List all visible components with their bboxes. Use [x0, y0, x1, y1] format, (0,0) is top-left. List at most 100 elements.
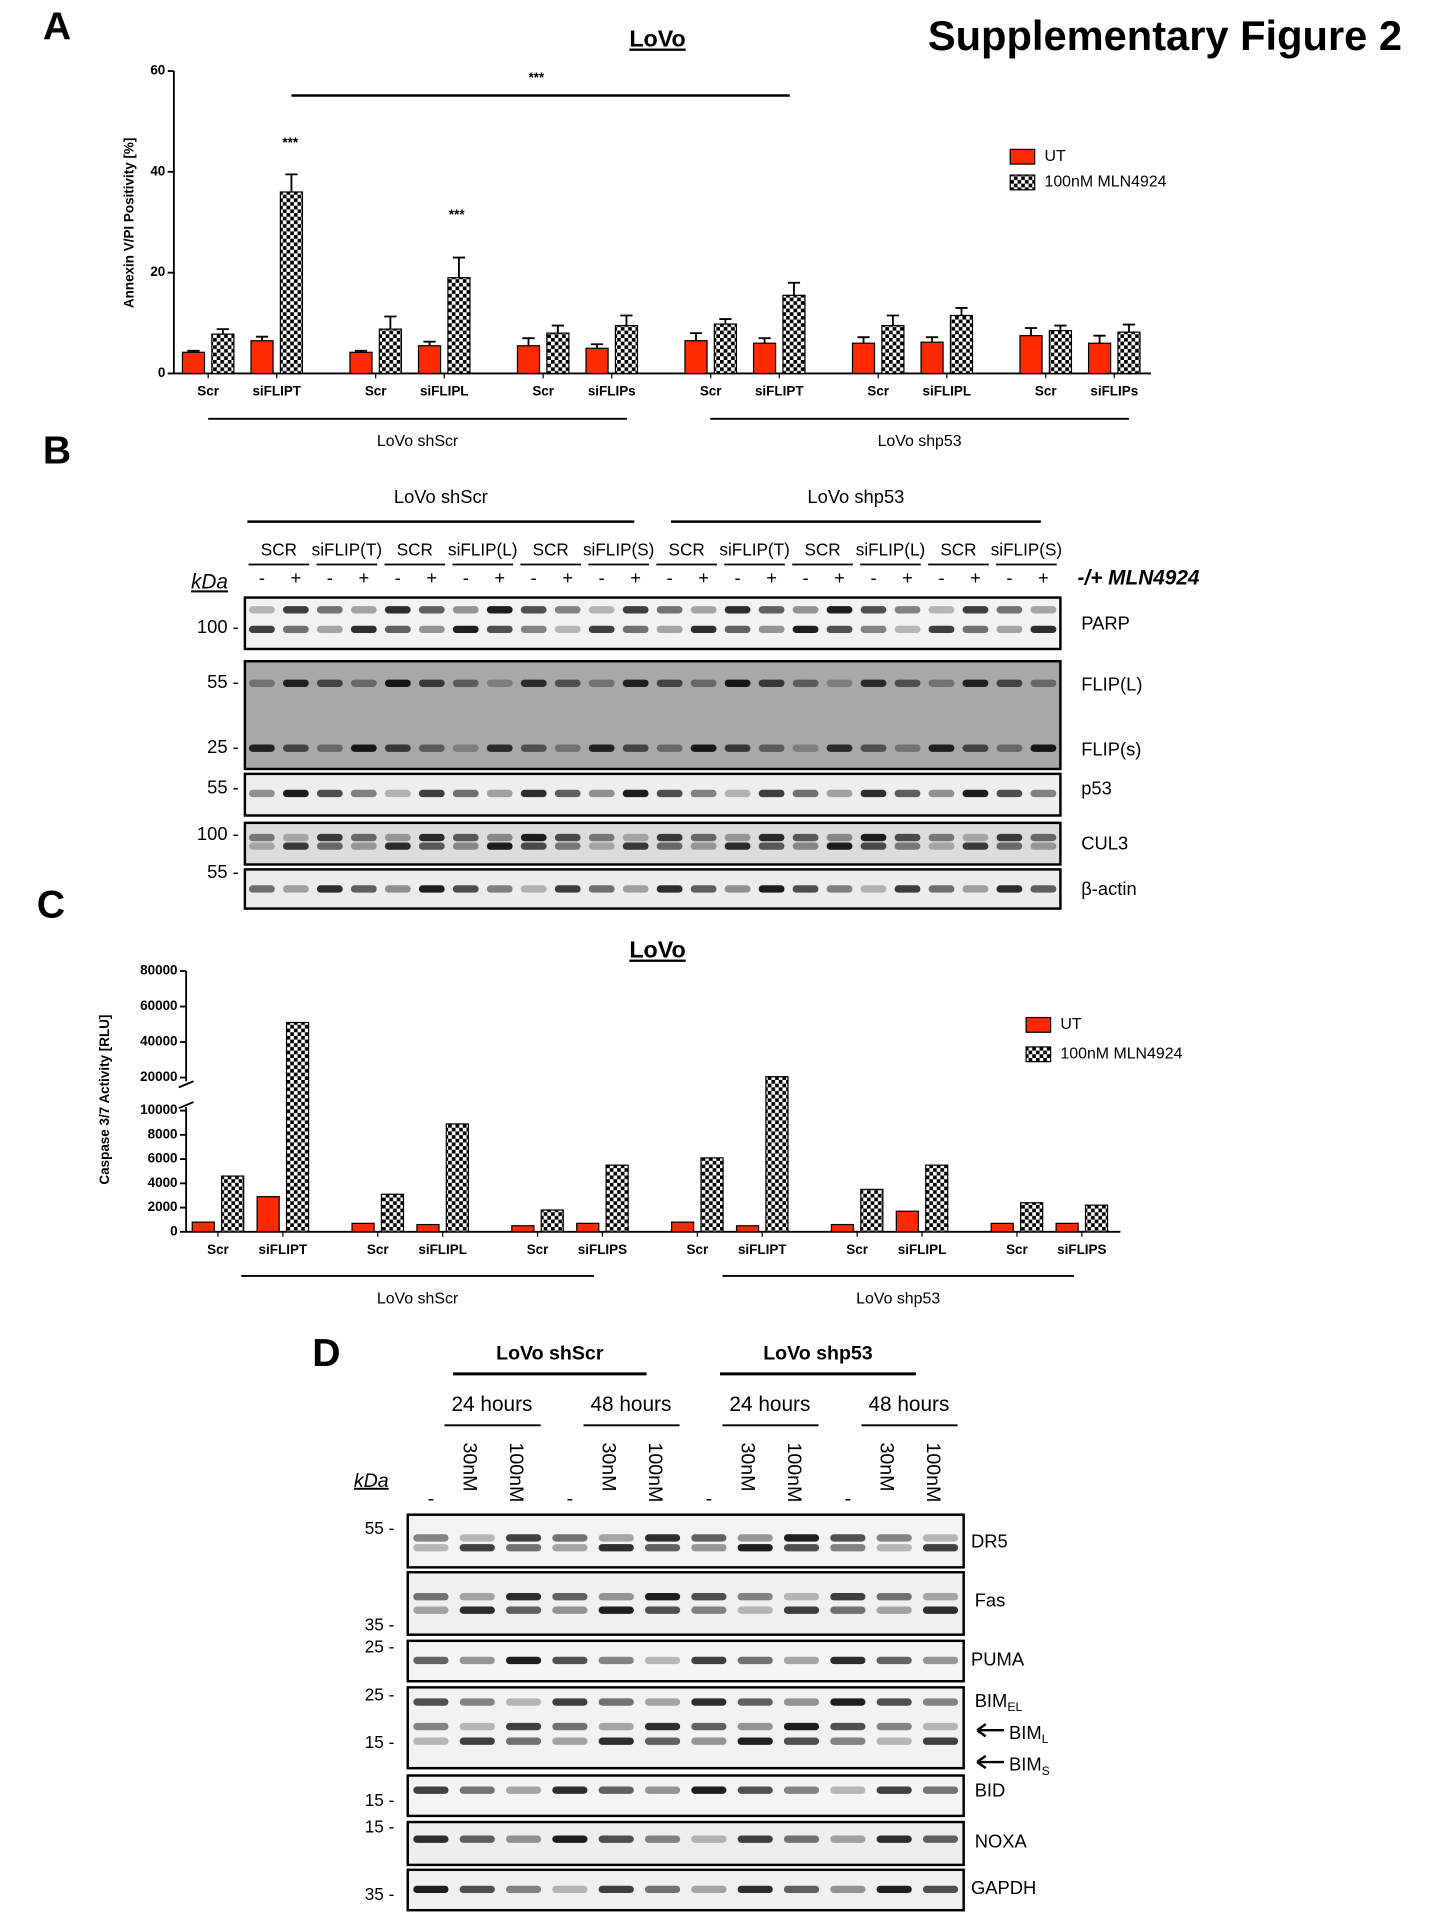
blot-band	[622, 744, 649, 752]
blot-band	[783, 1656, 820, 1665]
blot-band	[737, 1606, 773, 1614]
blot-band	[452, 744, 479, 752]
group-label: LoVo shp53	[856, 1290, 940, 1307]
y-tick-label: 20000	[140, 1069, 177, 1084]
lane-sign: -	[259, 567, 265, 588]
blot-band	[783, 1885, 820, 1894]
protein-label: PUMA	[971, 1648, 1025, 1669]
blot-band	[413, 1737, 449, 1745]
blot-band	[413, 1722, 449, 1731]
blot-band	[830, 1544, 866, 1552]
blot-band	[826, 833, 853, 842]
blot-band	[282, 606, 309, 614]
blot-band	[413, 1835, 449, 1843]
blot-band	[418, 625, 445, 634]
blot-band	[691, 1835, 727, 1843]
blot-band	[644, 1722, 681, 1731]
blot-band	[737, 1786, 773, 1794]
protein-label: DR5	[971, 1531, 1008, 1552]
blot-band	[350, 744, 377, 752]
blot-band	[792, 833, 819, 842]
kda-marker: 100 -	[197, 616, 239, 637]
blot-band	[505, 1534, 542, 1542]
bar	[920, 341, 944, 375]
blot-band	[552, 1593, 588, 1601]
blot-band	[418, 842, 445, 850]
error-bar	[620, 314, 633, 326]
bar	[700, 1157, 724, 1233]
blot-band	[758, 833, 785, 842]
blot-band	[758, 885, 785, 893]
blot-band	[622, 789, 649, 798]
blot-band	[554, 842, 581, 850]
blot-band	[691, 1656, 727, 1665]
blot-band	[922, 1656, 959, 1665]
error-bar	[187, 349, 200, 353]
blot-band	[860, 789, 887, 798]
blot-band	[452, 842, 479, 850]
y-tick-label: 20	[150, 264, 165, 279]
blot-band	[413, 1786, 449, 1794]
blot-band	[282, 833, 309, 842]
blot-band	[644, 1606, 681, 1614]
panel-label: B	[43, 429, 71, 472]
blot-band	[783, 1593, 820, 1601]
blot-band	[876, 1835, 912, 1843]
blot-band	[928, 744, 955, 752]
blot-band	[384, 606, 411, 614]
blot-band	[656, 789, 683, 798]
blot-band	[826, 744, 853, 752]
blot-band	[598, 1885, 634, 1894]
y-axis-label: Caspase 3/7 Activity [RLU]	[97, 1015, 112, 1185]
legend-swatch	[1009, 174, 1036, 191]
error-bar	[955, 307, 968, 316]
protein-label: NOXA	[975, 1831, 1028, 1852]
blot-band	[622, 833, 649, 842]
lane-sign: -	[463, 567, 469, 588]
blot-band	[505, 1885, 542, 1894]
blot-band	[418, 606, 445, 614]
kda-marker: 25 -	[365, 1637, 395, 1657]
blot-band	[691, 1606, 727, 1614]
kda-label: kDa	[354, 1470, 389, 1492]
blot-band	[928, 885, 955, 893]
blot-band	[622, 842, 649, 850]
blot-band	[452, 833, 479, 842]
lane-sign: -	[802, 567, 808, 588]
blot-band	[554, 833, 581, 842]
blot-band	[996, 744, 1023, 752]
blot-band	[644, 1885, 681, 1894]
bar	[990, 1222, 1014, 1233]
blot-band	[459, 1593, 495, 1601]
protein-label: p53	[1081, 778, 1112, 799]
x-tick-label: Scr	[867, 383, 889, 398]
blot-band	[928, 606, 955, 614]
x-tick-label: Scr	[846, 1242, 868, 1257]
lane-group-label: SCR	[940, 540, 976, 560]
group-label: LoVo shp53	[763, 1342, 873, 1364]
bar	[1048, 330, 1073, 375]
blot-band	[691, 1544, 727, 1552]
blot-band	[644, 1737, 681, 1745]
blot-band	[413, 1544, 449, 1552]
blot-band	[644, 1656, 681, 1665]
arrow	[976, 1754, 1005, 1770]
bar	[1055, 1222, 1079, 1233]
kda-marker: 55 -	[365, 1518, 395, 1538]
error-bar	[1054, 324, 1067, 331]
blot-band	[505, 1722, 542, 1731]
error-bar	[285, 173, 298, 193]
blot-panel	[406, 1513, 965, 1569]
blot-band	[656, 833, 683, 842]
blot-band	[691, 1722, 727, 1731]
blot-band	[996, 833, 1023, 842]
blot-band	[505, 1835, 542, 1843]
blot-band	[552, 1786, 588, 1794]
blot-band	[588, 744, 615, 752]
blot-band	[830, 1835, 866, 1843]
blot-band	[724, 833, 751, 842]
blot-band	[962, 885, 989, 893]
blot-band	[962, 842, 989, 850]
blot-band	[830, 1885, 866, 1894]
blot-panel	[243, 596, 1062, 651]
